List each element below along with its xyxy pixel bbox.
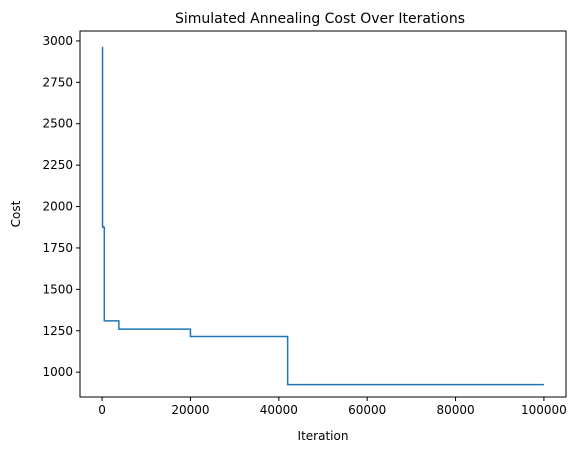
x-tick-label: 100000 bbox=[521, 403, 567, 417]
x-tick-label: 60000 bbox=[348, 403, 386, 417]
plot-frame bbox=[79, 30, 567, 398]
x-tick-label: 20000 bbox=[171, 403, 209, 417]
y-axis-label: Cost bbox=[9, 200, 23, 227]
chart-title: Simulated Annealing Cost Over Iterations bbox=[175, 11, 465, 27]
x-axis-label: Iteration bbox=[298, 429, 349, 443]
x-axis-ticks: 0 20000 40000 60000 80000 100000 bbox=[98, 397, 567, 417]
y-tick-label: 2500 bbox=[42, 117, 73, 131]
x-tick-label: 0 bbox=[98, 403, 106, 417]
y-tick-label: 2250 bbox=[42, 158, 73, 172]
plot-area bbox=[101, 46, 544, 386]
y-tick-label: 2750 bbox=[42, 75, 73, 89]
y-tick-label: 1750 bbox=[42, 241, 73, 255]
x-tick-label: 80000 bbox=[436, 403, 474, 417]
series-line bbox=[101, 46, 544, 386]
y-tick-label: 2000 bbox=[42, 200, 73, 214]
x-tick-label: 40000 bbox=[260, 403, 298, 417]
y-tick-label: 1250 bbox=[42, 324, 73, 338]
y-tick-label: 1500 bbox=[42, 282, 73, 296]
y-tick-label: 3000 bbox=[42, 34, 73, 48]
y-axis-ticks: 1000 1250 1500 1750 2000 2250 2500 2750 3000 bbox=[42, 34, 80, 379]
y-tick-label: 1000 bbox=[42, 365, 73, 379]
